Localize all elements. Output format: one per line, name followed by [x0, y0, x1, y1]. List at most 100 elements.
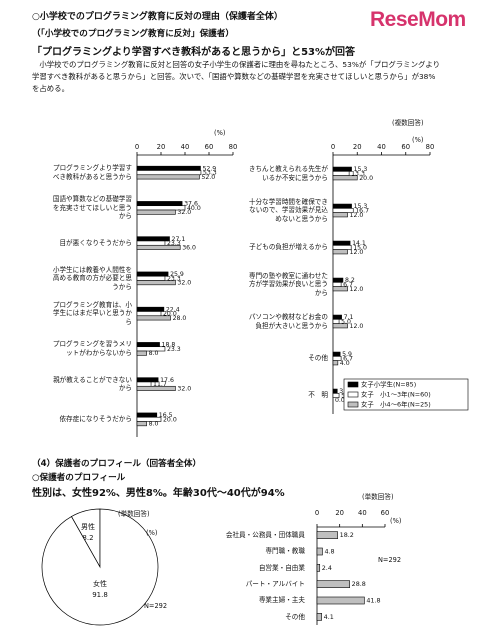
- bar: [316, 613, 322, 621]
- n-label: N=292: [378, 556, 401, 564]
- legend-swatch: [347, 401, 359, 408]
- data-label: 8.0: [149, 350, 159, 357]
- x-tick-label: 40: [358, 509, 367, 517]
- data-label: 15.0: [353, 245, 367, 252]
- bar: [332, 212, 348, 218]
- category-label: 目が悪くなりそうだから: [59, 238, 132, 247]
- category-label: その他: [308, 354, 328, 363]
- data-label: 23.3: [167, 240, 181, 247]
- data-label: 8.0: [149, 421, 159, 428]
- body-text: 小学校でのプログラミング教育に反対と回答の女子小学生の保護者に理由を尋ねたところ…: [32, 60, 440, 93]
- headline: 性別は、女性92%、男性8%。年齢30代～40代が94%: [32, 488, 285, 499]
- x-tick-label: 20: [335, 509, 344, 517]
- bar: [136, 165, 201, 171]
- bar: [332, 203, 352, 209]
- category-label: 小学生には教養や人間性を高める教育の方が必要と思うから: [52, 265, 132, 291]
- data-label: 0.0: [335, 397, 345, 404]
- data-label: 28.8: [352, 580, 366, 588]
- data-label: 41.8: [366, 597, 380, 605]
- data-label: 12.0: [350, 249, 364, 256]
- data-label: 13.3: [351, 171, 365, 178]
- bar: [136, 385, 176, 391]
- category-label: 依存症になりそうだから: [59, 415, 132, 424]
- category-label: パート・アルバイト: [245, 579, 305, 588]
- data-label: 23.3: [167, 346, 181, 353]
- legend-box: [343, 378, 469, 411]
- legend-label: 女子 小1～3年(N=60): [361, 390, 431, 399]
- bar: [332, 249, 348, 255]
- bar: [332, 319, 340, 324]
- category-label: 専業主婦・主夫: [258, 596, 305, 605]
- x-tick-label: 0: [331, 143, 335, 151]
- bar: [136, 421, 147, 427]
- data-label: 16.5: [159, 412, 173, 419]
- legend-swatch: [347, 391, 359, 398]
- data-label: 53.3: [203, 170, 217, 177]
- bar: [136, 209, 176, 215]
- data-label: 2.4: [322, 564, 332, 572]
- data-label: 32.0: [177, 280, 191, 287]
- section-title: （4）保護者のプロフィール（回答者全体）: [32, 459, 202, 469]
- x-tick-label: 20: [353, 143, 362, 151]
- category-label: 専門職・教職: [265, 547, 305, 556]
- bar: [136, 236, 170, 242]
- bar: [136, 201, 183, 207]
- bar: [136, 280, 176, 286]
- n-label: N=292: [144, 602, 167, 610]
- data-label: 27.1: [172, 236, 186, 243]
- bar: [332, 393, 340, 398]
- data-label: 4.1: [324, 613, 334, 621]
- data-label: 14.1: [352, 240, 366, 247]
- bar: [332, 171, 350, 176]
- data-label: 22.4: [166, 306, 180, 313]
- bar: [136, 416, 162, 422]
- slice-label: 女性: [93, 579, 107, 588]
- bar: [136, 170, 202, 176]
- note: (単数回答): [362, 492, 394, 501]
- data-label: 52.0: [201, 174, 215, 181]
- data-label: 12.0: [350, 286, 364, 293]
- data-label: 32.0: [177, 209, 191, 216]
- bar: [332, 323, 348, 329]
- slice-value: 91.8: [92, 591, 108, 599]
- data-label: 7.1: [344, 314, 354, 321]
- bar: [332, 360, 339, 366]
- bar: [332, 240, 351, 246]
- bar: [332, 175, 358, 181]
- category-label: 十分な学習時間を確保できないので、学習効果が見込めないと思うから: [248, 197, 328, 223]
- bar: [332, 245, 352, 250]
- category-label: パソコンや教材などお金の負担が大きいと思うから: [248, 313, 328, 330]
- category-label: プログラミングを習うメリットがわからないから: [52, 340, 132, 357]
- data-label: 11.7: [153, 381, 167, 388]
- data-label: 20.0: [359, 175, 373, 182]
- bar: [136, 412, 158, 418]
- bar: [136, 350, 147, 356]
- legend-swatch: [347, 381, 359, 388]
- bar: [136, 381, 152, 387]
- data-label: 52.9: [202, 165, 216, 172]
- x-tick-label: 20: [157, 143, 166, 151]
- category-label: その他: [285, 612, 305, 621]
- bar: [136, 271, 169, 277]
- data-label: 12.0: [350, 212, 364, 219]
- section-subtitle: ○保護者のプロフィール: [32, 473, 126, 483]
- headline: 「プログラミングより学習すべき教科があると思うから」と53%が回答: [32, 47, 356, 58]
- data-label: 4.0: [340, 360, 350, 367]
- section-title: ○小学校でのプログラミング教育に反対の理由（保護者全体）: [32, 12, 283, 22]
- category-label: 国語や算数などの基礎学習を充実させてほしいと思うから: [52, 195, 132, 221]
- x-tick-label: 60: [381, 509, 390, 517]
- data-label: 5.9: [342, 351, 352, 358]
- category-label: きちんと教えられる先生がいるか不安に思うから: [248, 165, 328, 182]
- x-tick-label: 40: [181, 143, 190, 151]
- data-label: 40.0: [187, 205, 201, 212]
- unit-label: (%): [390, 517, 401, 525]
- data-label: 18.8: [162, 342, 176, 349]
- pie-slice: [41, 508, 159, 626]
- bar: [332, 351, 341, 357]
- category-label: 自営業・自由業: [258, 563, 305, 572]
- data-label: 5.0: [341, 319, 351, 326]
- category-label: 子どもの負担が増えるから: [249, 243, 328, 252]
- bar: [136, 174, 200, 180]
- data-label: 20.0: [163, 311, 177, 318]
- data-label: 18.2: [340, 531, 354, 539]
